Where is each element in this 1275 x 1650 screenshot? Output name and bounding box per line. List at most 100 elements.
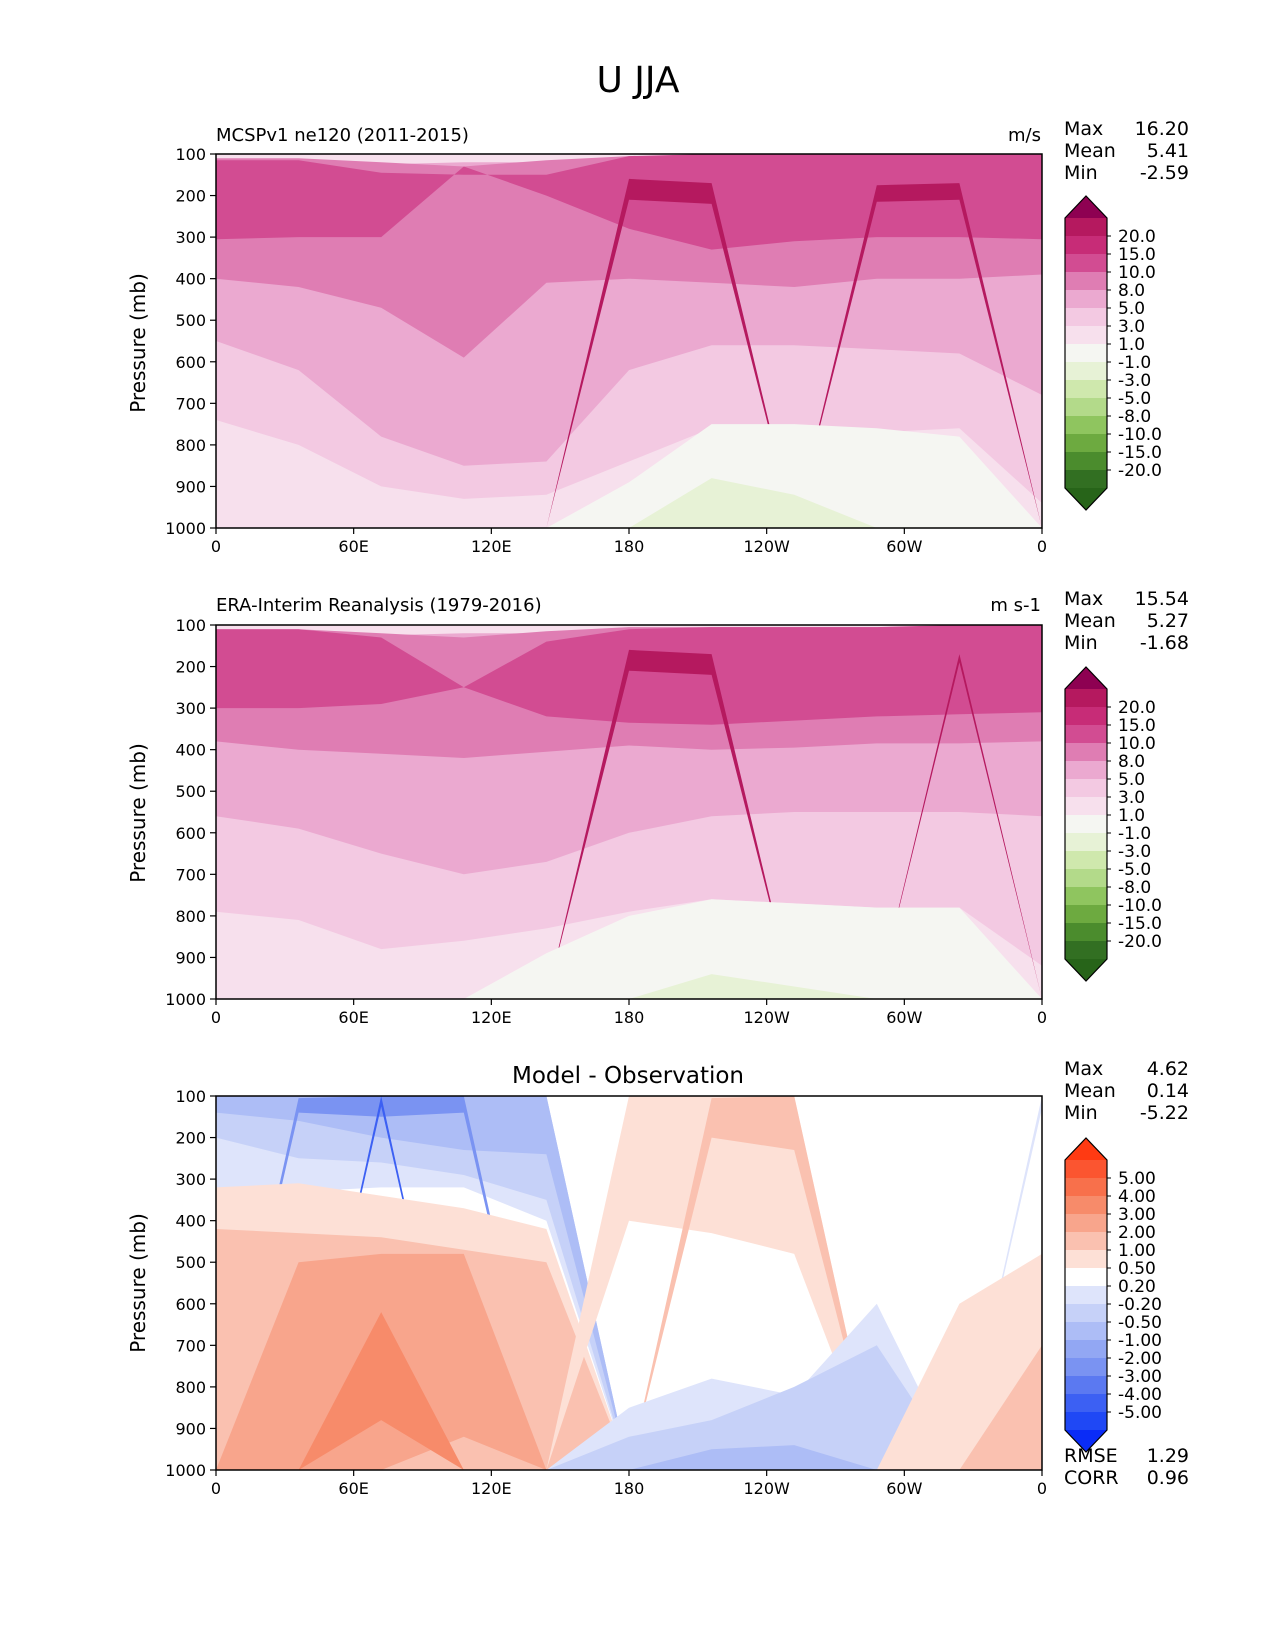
colorbar-segment bbox=[1065, 1196, 1107, 1215]
colorbar-label: 15.0 bbox=[1118, 716, 1156, 736]
colorbar-segment bbox=[1065, 1268, 1107, 1287]
colorbar-label: 10.0 bbox=[1118, 263, 1156, 283]
colorbar-label: -4.00 bbox=[1118, 1385, 1162, 1405]
contour-fill--0.50 bbox=[216, 1345, 1042, 1470]
contour-fill--0.50 bbox=[216, 1096, 1042, 1470]
colorbar-segment bbox=[1065, 743, 1107, 762]
y-tick-label: 500 bbox=[175, 782, 206, 801]
colorbar-segment bbox=[1065, 869, 1107, 888]
colorbar-label: 2.00 bbox=[1118, 1223, 1156, 1243]
x-tick-label: 0 bbox=[1037, 1479, 1047, 1498]
x-tick-label: 120E bbox=[471, 1008, 512, 1027]
contour-plot: 100 200 300 400 500 600 700 800 900 1000 0 60E 120E 1… bbox=[165, 1087, 1047, 1498]
x-tick-label: 60W bbox=[886, 1479, 922, 1498]
colorbar-segment bbox=[1065, 1160, 1107, 1179]
panel-units: m s-1 bbox=[990, 595, 1041, 616]
y-tick-label: 400 bbox=[175, 741, 206, 760]
colorbar-label: -10.0 bbox=[1118, 425, 1162, 445]
colorbar-label: -5.0 bbox=[1118, 389, 1151, 409]
stat-corr-value: 0.96 bbox=[1147, 1467, 1189, 1489]
y-tick-label: 300 bbox=[175, 1170, 206, 1189]
colorbar-segment bbox=[1065, 1394, 1107, 1413]
contour-fill-10.0 bbox=[216, 625, 1042, 725]
colorbar-label: 1.00 bbox=[1118, 1241, 1156, 1261]
colorbar-segment bbox=[1065, 380, 1107, 399]
stat-rmse-label: RMSE bbox=[1064, 1445, 1118, 1467]
colorbar-extend-min bbox=[1065, 1430, 1107, 1452]
panel-model: MCSPv1 ne120 (2011-2015) m/s Pressure (m… bbox=[126, 118, 1189, 556]
colorbar-label: 3.0 bbox=[1118, 788, 1145, 808]
colorbar-segment bbox=[1065, 1376, 1107, 1395]
colorbar-segment bbox=[1065, 236, 1107, 255]
y-tick-label: 100 bbox=[175, 1087, 206, 1106]
colorbar-segment bbox=[1065, 1358, 1107, 1377]
figure-title: U JJA bbox=[596, 60, 679, 101]
colorbar: 20.015.010.08.05.03.01.0-1.0-3.0-5.0-8.0… bbox=[1064, 195, 1162, 511]
y-tick-label: 400 bbox=[175, 270, 206, 289]
colorbar-label: 5.0 bbox=[1118, 299, 1145, 319]
panel-subtitle: ERA-Interim Reanalysis (1979-2016) bbox=[216, 595, 542, 616]
colorbar-segment bbox=[1065, 1340, 1107, 1359]
y-tick-label: 600 bbox=[175, 1295, 206, 1314]
panel-difference: Model - Observation Pressure (mb) Max 4.… bbox=[126, 1058, 1189, 1498]
colorbar-extend-min bbox=[1065, 488, 1107, 510]
stats-block: Max 15.54 Mean 5.27 Min -1.68 bbox=[1064, 588, 1189, 654]
colorbar-label: -15.0 bbox=[1118, 443, 1162, 463]
stat-corr-label: CORR bbox=[1064, 1467, 1119, 1489]
x-tick-label: 120W bbox=[743, 537, 790, 556]
stat-max-value: 15.54 bbox=[1135, 588, 1189, 610]
colorbar-label: 8.0 bbox=[1118, 752, 1145, 772]
colorbar-segment bbox=[1065, 326, 1107, 345]
colorbar-label: 20.0 bbox=[1118, 698, 1156, 718]
stat-mean-value: 0.14 bbox=[1147, 1080, 1189, 1102]
stat-mean-label: Mean bbox=[1064, 610, 1116, 632]
contour-plot: 100 200 300 400 500 600 700 800 900 1000 0 60E 120E 1… bbox=[165, 616, 1047, 1027]
contour-fill-0.20 bbox=[216, 1253, 1042, 1470]
colorbar-segment bbox=[1065, 1250, 1107, 1269]
colorbar-segment bbox=[1065, 1178, 1107, 1197]
y-axis-label: Pressure (mb) bbox=[126, 743, 150, 883]
contour-plot: 100 200 300 400 500 600 700 800 900 1000 0 60E 120E 1… bbox=[165, 145, 1047, 556]
colorbar-segment bbox=[1065, 344, 1107, 363]
colorbar-segment bbox=[1065, 1322, 1107, 1341]
x-tick-label: 60E bbox=[338, 1008, 368, 1027]
contour-fill-10.0 bbox=[216, 154, 1042, 250]
stat-mean-value: 5.41 bbox=[1147, 140, 1189, 162]
colorbar-extend-min bbox=[1065, 959, 1107, 981]
colorbar-label: 0.50 bbox=[1118, 1259, 1156, 1279]
colorbar-segment bbox=[1065, 689, 1107, 708]
colorbar-segment bbox=[1065, 1286, 1107, 1305]
stats-block: Max 16.20 Mean 5.41 Min -2.59 bbox=[1064, 118, 1189, 184]
x-tick-label: 120W bbox=[743, 1008, 790, 1027]
y-tick-label: 900 bbox=[175, 1419, 206, 1438]
colorbar-segment bbox=[1065, 707, 1107, 726]
colorbar: 5.004.003.002.001.000.500.20-0.20-0.50-1… bbox=[1064, 1137, 1162, 1453]
x-tick-label: 0 bbox=[1037, 537, 1047, 556]
stat-min-label: Min bbox=[1064, 1102, 1098, 1124]
stat-max-label: Max bbox=[1064, 118, 1103, 140]
colorbar-segment bbox=[1065, 887, 1107, 906]
y-tick-label: 1000 bbox=[165, 519, 206, 538]
y-tick-label: 700 bbox=[175, 865, 206, 884]
colorbar-label: 8.0 bbox=[1118, 281, 1145, 301]
x-tick-label: 60E bbox=[338, 1479, 368, 1498]
x-tick-label: 0 bbox=[1037, 1008, 1047, 1027]
colorbar-label: 3.0 bbox=[1118, 317, 1145, 337]
y-tick-label: 800 bbox=[175, 1378, 206, 1397]
colorbar-segment bbox=[1065, 218, 1107, 237]
colorbar-label: -5.0 bbox=[1118, 860, 1151, 880]
panel-subtitle: MCSPv1 ne120 (2011-2015) bbox=[216, 125, 469, 146]
y-tick-label: 900 bbox=[175, 477, 206, 496]
y-tick-label: 400 bbox=[175, 1212, 206, 1231]
stat-max-value: 4.62 bbox=[1147, 1058, 1189, 1080]
contour-fill--3.0 bbox=[216, 974, 1042, 999]
colorbar-segment bbox=[1065, 815, 1107, 834]
x-tick-label: 0 bbox=[211, 1008, 221, 1027]
colorbar-segment bbox=[1065, 1232, 1107, 1251]
colorbar-segment bbox=[1065, 290, 1107, 309]
colorbar-extend-max bbox=[1065, 1138, 1107, 1160]
panel-subtitle: Model - Observation bbox=[512, 1063, 744, 1089]
colorbar-label: 1.0 bbox=[1118, 806, 1145, 826]
y-tick-label: 600 bbox=[175, 824, 206, 843]
